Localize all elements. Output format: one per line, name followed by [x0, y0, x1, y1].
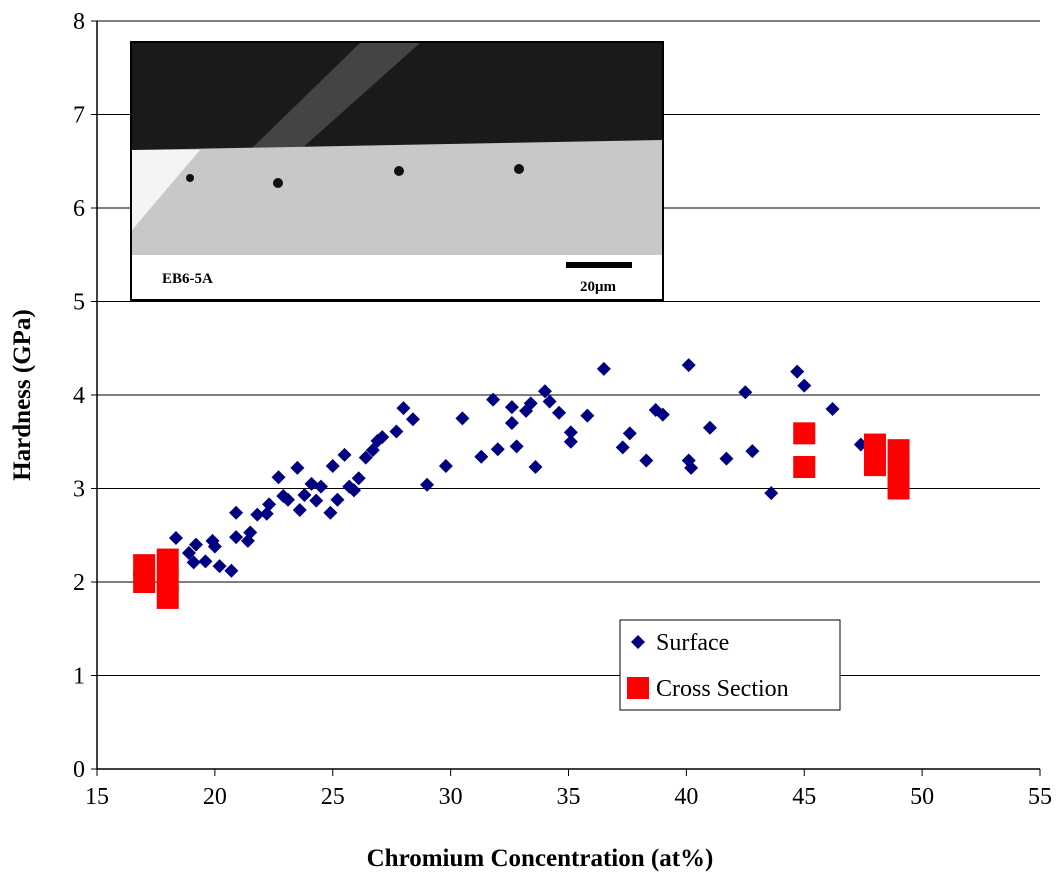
point	[864, 434, 886, 456]
inset-light	[132, 140, 662, 255]
point	[297, 488, 311, 502]
point	[580, 409, 594, 423]
point	[229, 506, 243, 520]
inset-pit	[186, 174, 194, 182]
y-axis-title: Hardness (GPa)	[9, 309, 36, 481]
inset-pit	[273, 178, 283, 188]
point	[826, 402, 840, 416]
inset-pit	[394, 166, 404, 176]
point	[309, 494, 323, 508]
inset-image: EB6-5A 20μm	[131, 42, 663, 300]
x-tick-label: 55	[1028, 784, 1052, 810]
point	[719, 452, 733, 466]
y-tick-label: 4	[73, 383, 85, 409]
point	[793, 422, 815, 444]
point	[406, 412, 420, 426]
point	[213, 559, 227, 573]
x-axis-title: Chromium Concentration (at%)	[367, 845, 714, 872]
x-tick-label: 50	[910, 784, 934, 810]
point	[290, 461, 304, 475]
point	[157, 587, 179, 609]
point	[396, 401, 410, 415]
inset-label: EB6-5A	[162, 271, 213, 287]
point	[491, 442, 505, 456]
point	[510, 439, 524, 453]
point	[682, 358, 696, 372]
point	[616, 440, 630, 454]
point	[224, 564, 238, 578]
point	[323, 506, 337, 520]
chart: Chromium Concentration (at%) Hardness (G…	[0, 0, 1062, 888]
y-tick-label: 1	[73, 664, 85, 690]
point	[420, 478, 434, 492]
point	[326, 459, 340, 473]
point	[293, 503, 307, 517]
point	[505, 400, 519, 414]
point	[552, 406, 566, 420]
point	[272, 470, 286, 484]
point	[169, 531, 183, 545]
point	[389, 424, 403, 438]
point	[738, 385, 752, 399]
legend-marker	[627, 677, 649, 699]
point	[338, 448, 352, 462]
point	[639, 453, 653, 467]
y-tick-label: 0	[73, 757, 85, 783]
point	[888, 439, 910, 461]
point	[133, 571, 155, 593]
point	[229, 530, 243, 544]
point	[198, 554, 212, 568]
point	[790, 365, 804, 379]
point	[745, 444, 759, 458]
x-tick-label: 45	[792, 784, 816, 810]
point	[564, 425, 578, 439]
point	[793, 456, 815, 478]
point	[703, 421, 717, 435]
y-tick-label: 7	[73, 103, 85, 129]
point	[888, 478, 910, 500]
point	[597, 362, 611, 376]
scale-label: 20μm	[580, 279, 617, 295]
x-tick-label: 35	[557, 784, 581, 810]
point	[505, 416, 519, 430]
legend-label: Surface	[656, 630, 729, 656]
point	[797, 379, 811, 393]
x-tick-label: 40	[674, 784, 698, 810]
x-tick-label: 25	[321, 784, 345, 810]
inset-pit	[514, 164, 524, 174]
x-tick-label: 30	[439, 784, 463, 810]
point	[474, 450, 488, 464]
scale-bar	[566, 262, 632, 268]
point	[157, 549, 179, 571]
y-tick-label: 2	[73, 570, 85, 596]
point	[864, 454, 886, 476]
point	[528, 460, 542, 474]
point	[455, 411, 469, 425]
y-tick-label: 6	[73, 196, 85, 222]
y-tick-label: 5	[73, 290, 85, 316]
point	[623, 426, 637, 440]
y-tick-label: 3	[73, 477, 85, 503]
x-tick-label: 15	[85, 784, 109, 810]
point	[439, 459, 453, 473]
page: {"chart_data":{"type":"scatter", "xlabel…	[0, 0, 1062, 893]
point	[330, 493, 344, 507]
point	[352, 471, 366, 485]
y-tick-label: 8	[73, 9, 85, 35]
x-tick-label: 20	[203, 784, 227, 810]
legend-label: Cross Section	[656, 676, 789, 702]
